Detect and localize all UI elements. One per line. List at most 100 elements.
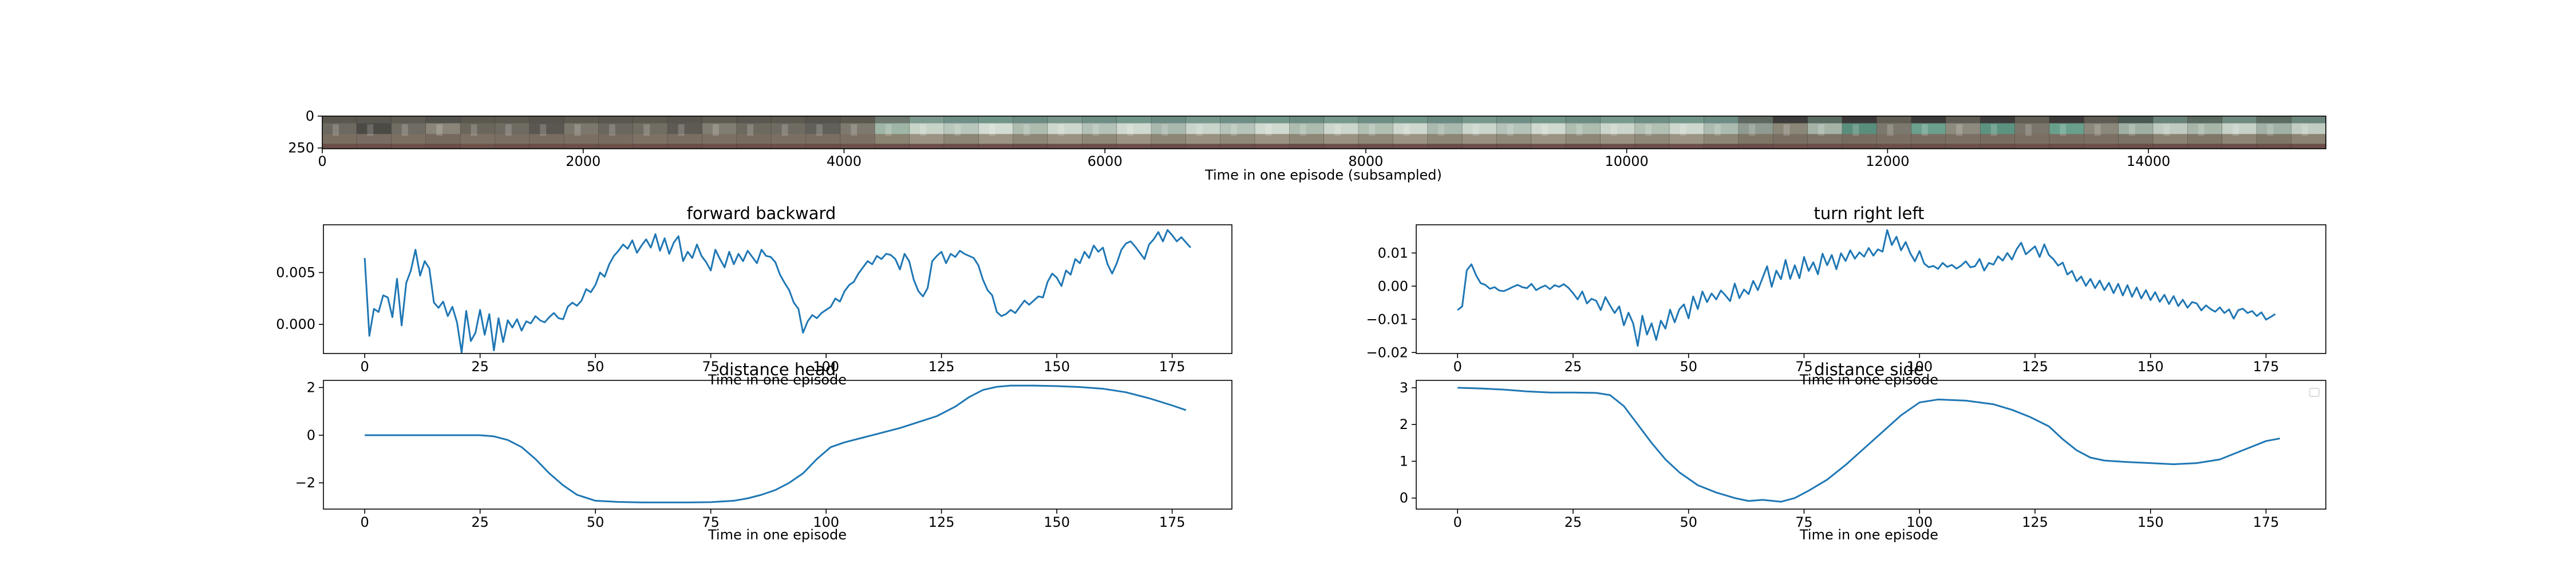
strip-frame-band: [1496, 123, 1532, 134]
turn-right-left-x-tick-label: 100: [1906, 359, 1933, 375]
turn-right-left-x-tick-label: 25: [1564, 359, 1582, 375]
strip-frame-band: [1911, 144, 1946, 149]
turn-right-left-x-tick-label: 150: [2138, 359, 2164, 375]
strip-frame-band: [1911, 134, 1946, 144]
strip-x-tick-label: 4000: [827, 153, 862, 169]
strip-frame-band: [1842, 144, 1878, 149]
strip-frame-band: [667, 116, 703, 124]
strip-frame-highlight: [1299, 124, 1306, 136]
forward-backward-title: forward backward: [687, 204, 836, 223]
strip-frame: [1669, 116, 1705, 149]
strip-frame-band: [322, 134, 357, 144]
strip-frame-band: [460, 134, 496, 144]
strip-frame-band: [1876, 116, 1912, 124]
strip-frame-band: [598, 134, 634, 144]
strip-frame-band: [460, 144, 496, 149]
distance-side-x-tick-label: 125: [2022, 514, 2048, 530]
strip-frame-band: [1186, 123, 1221, 134]
strip-frame-band: [391, 134, 426, 144]
strip-frame-band: [2222, 134, 2257, 144]
strip-frame-band: [1289, 134, 1325, 144]
strip-frame-band: [1462, 116, 1498, 124]
turn-right-left-x-tick-label: 125: [2022, 359, 2048, 375]
strip-frame-band: [1393, 123, 1428, 134]
distance-head-y-tick-label: 0: [307, 427, 315, 443]
strip-frame: [2222, 116, 2257, 149]
strip-frame-band: [2014, 116, 2050, 124]
distance-head-x-tick-label: 100: [813, 514, 839, 530]
distance-head-x-axis-label: Time in one episode: [708, 527, 847, 543]
strip-frame-band: [2084, 123, 2119, 134]
strip-frame-highlight: [1472, 124, 1479, 136]
strip-frame-highlight: [1438, 124, 1444, 136]
strip-frame-band: [1255, 144, 1290, 149]
strip-frame-band: [1807, 134, 1843, 144]
strip-frame-band: [840, 144, 876, 149]
strip-frame-band: [322, 123, 357, 134]
forward-backward-x-tick-label: 150: [1044, 359, 1070, 375]
strip-frame-band: [909, 134, 945, 144]
strip-frame-band: [633, 144, 668, 149]
strip-frame-band: [909, 116, 945, 124]
distance-head-x-tick-label: 50: [587, 514, 605, 530]
distance-head-x-tick-label: 125: [929, 514, 955, 530]
strip-x-tick-label: 14000: [2127, 153, 2170, 169]
strip-frame: [322, 116, 357, 149]
strip-frame-band: [633, 123, 668, 134]
forward-backward-x-tick-label: 25: [471, 359, 489, 375]
strip-frame-highlight: [851, 124, 858, 136]
distance-side-series-line: [1457, 387, 2280, 503]
strip-frame-band: [1462, 123, 1498, 134]
strip-frame-band: [1739, 123, 1773, 134]
turn-right-left-x-tick-label: 0: [1453, 359, 1462, 375]
strip-frame-band: [2153, 134, 2188, 144]
strip-frame-band: [1946, 144, 1981, 149]
strip-frame-band: [1635, 134, 1670, 144]
forward-backward-x-tick-label: 100: [813, 359, 839, 375]
strip-frame-highlight: [1507, 124, 1514, 136]
strip-x-axis-label: Time in one episode (subsampled): [1204, 167, 1442, 183]
strip-frame-band: [1082, 123, 1117, 134]
image-strip-panel: 0 2000 4000 6000 8000 10000 12000 140000250Time…: [288, 108, 2326, 183]
distance-head-x-tick-label: 75: [702, 514, 720, 530]
strip-frame-band: [1531, 116, 1566, 124]
strip-frame-band: [357, 123, 392, 134]
strip-frame-highlight: [1783, 124, 1790, 136]
strip-frame-band: [1807, 116, 1843, 124]
strip-frame-band: [2049, 144, 2085, 149]
strip-frame-highlight: [1231, 124, 1237, 136]
strip-frame-band: [2118, 134, 2154, 144]
strip-frame-band: [495, 116, 530, 124]
strip-frame-band: [598, 144, 634, 149]
strip-frame-band: [737, 134, 772, 144]
strip-frame: [1186, 116, 1221, 149]
strip-frame-band: [944, 123, 979, 134]
strip-frame-band: [1013, 123, 1048, 134]
strip-frame: [2118, 116, 2154, 149]
strip-frame-band: [1704, 116, 1739, 124]
strip-frame-band: [1980, 116, 2016, 124]
strip-frame-band: [771, 123, 807, 134]
strip-frame-highlight: [712, 124, 719, 136]
strip-frame-highlight: [1990, 124, 1997, 136]
strip-frame-band: [1635, 144, 1670, 149]
strip-frame-band: [1151, 116, 1187, 124]
strip-frame: [1013, 116, 1048, 149]
strip-frame-band: [1496, 144, 1532, 149]
strip-frame-band: [875, 134, 910, 144]
strip-frame: [1566, 116, 1601, 149]
strip-frame-band: [1151, 134, 1187, 144]
distance-side-x-tick-label: 25: [1564, 514, 1582, 530]
strip-frame-band: [1566, 144, 1601, 149]
strip-frame: [1462, 116, 1498, 149]
strip-frame: [1151, 116, 1187, 149]
distance-side-title: distance side: [1814, 360, 1924, 379]
strip-frame-band: [1635, 123, 1670, 134]
strip-frame-highlight: [574, 124, 581, 136]
strip-frame-band: [1393, 134, 1428, 144]
strip-frame-band: [2187, 123, 2223, 134]
strip-frame-band: [1220, 116, 1255, 124]
strip-frame-band: [1462, 144, 1498, 149]
strip-frame-band: [2222, 144, 2257, 149]
